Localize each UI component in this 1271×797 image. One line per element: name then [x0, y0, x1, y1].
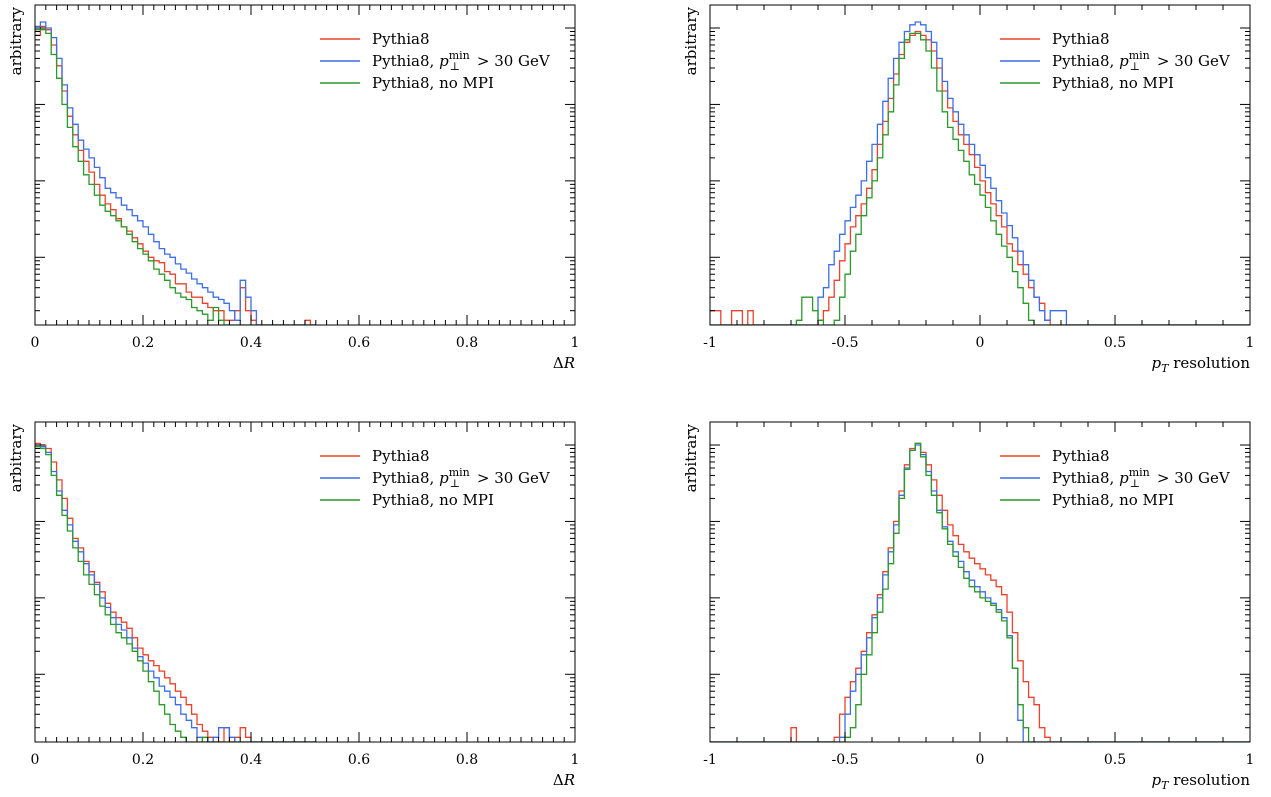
- series-line-1: [710, 30, 1250, 325]
- chart-panel-1: 0 0.2 0.4 0.6 0.8 1arbitraryΔRPythia8Pythia8,…: [7, 4, 580, 372]
- y-axis-label: arbitrary: [682, 423, 700, 492]
- x-tick-label: 0.5: [1104, 752, 1126, 768]
- y-axis-label: arbitrary: [7, 423, 25, 492]
- series-line-2: [710, 21, 1250, 325]
- x-tick-label: 1: [1246, 752, 1255, 768]
- y-axis-label: arbitrary: [682, 6, 700, 75]
- legend-label-3: Pythia8, no MPI: [372, 491, 494, 509]
- x-tick-label: 0.2: [132, 335, 154, 351]
- x-tick-label: 1: [571, 335, 580, 351]
- series-line-1: [35, 25, 316, 325]
- x-axis-label: pT resolution: [1152, 354, 1251, 375]
- series-line-1: [710, 442, 1250, 742]
- x-tick-label: 0.8: [456, 752, 478, 768]
- legend-label-2: Pythia8, pmin ⊥ > 30 GeV: [372, 466, 551, 490]
- x-axis-label: ΔR: [553, 354, 575, 372]
- legend-label-3: Pythia8, no MPI: [372, 74, 494, 92]
- x-tick-label: 1: [1246, 335, 1255, 351]
- x-tick-label: -0.5: [832, 752, 859, 768]
- x-tick-label: 0.4: [240, 752, 262, 768]
- legend-label-2: Pythia8, pmin ⊥ > 30 GeV: [372, 49, 551, 73]
- x-tick-label: 0: [31, 335, 40, 351]
- series-line-2: [35, 444, 316, 742]
- chart-panel-4: -1 -0.5 0 0.5 1 arbitrary pT resolution Pythia8…: [682, 421, 1255, 792]
- legend-label-2: Pythia8, pmin ⊥ > 30 GeV: [1052, 466, 1231, 490]
- x-tick-label: 0.2: [132, 752, 154, 768]
- x-tick-label: 0: [976, 752, 985, 768]
- x-tick-label: 0.6: [348, 335, 370, 351]
- x-tick-label: -1: [703, 752, 717, 768]
- x-tick-label: 1: [571, 752, 580, 768]
- legend-label-1: Pythia8: [372, 30, 430, 48]
- legend-label-3: Pythia8, no MPI: [1052, 491, 1174, 509]
- series-line-3: [710, 32, 1250, 325]
- x-tick-label: 0.5: [1104, 335, 1126, 351]
- x-axis-label: ΔR: [553, 771, 575, 789]
- x-tick-label: 0: [976, 335, 985, 351]
- x-tick-label: 0.4: [240, 335, 262, 351]
- legend-label-2: Pythia8, pmin ⊥ > 30 GeV: [1052, 49, 1231, 73]
- series-line-3: [710, 442, 1250, 742]
- legend-label-1: Pythia8: [1052, 447, 1110, 465]
- series-line-2: [710, 444, 1250, 742]
- series-line-1: [35, 442, 316, 742]
- chart-panel-3: 0 0.2 0.4 0.6 0.8 1arbitraryΔRPythia8Pythia8,…: [7, 421, 580, 789]
- x-tick-label: -1: [703, 335, 717, 351]
- legend-label-1: Pythia8: [1052, 30, 1110, 48]
- y-axis-label: arbitrary: [7, 6, 25, 75]
- legend-label-1: Pythia8: [372, 447, 430, 465]
- x-tick-label: 0.6: [348, 752, 370, 768]
- series-line-2: [35, 21, 316, 325]
- x-tick-label: -0.5: [832, 335, 859, 351]
- series-line-3: [35, 29, 316, 325]
- x-tick-label: 0.8: [456, 335, 478, 351]
- legend-label-3: Pythia8, no MPI: [1052, 74, 1174, 92]
- chart-panel-2: -1 -0.5 0 0.5 1 arbitrary pT resolution Pythia8…: [682, 4, 1255, 375]
- series-line-3: [35, 446, 316, 742]
- x-tick-label: 0: [31, 752, 40, 768]
- x-axis-label: pT resolution: [1152, 771, 1251, 792]
